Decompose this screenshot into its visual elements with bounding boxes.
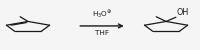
Text: $\mathsf{H_3O^{\oplus}}$: $\mathsf{H_3O^{\oplus}}$ — [92, 8, 112, 20]
Text: OH: OH — [177, 8, 189, 17]
Text: THF: THF — [95, 30, 109, 36]
